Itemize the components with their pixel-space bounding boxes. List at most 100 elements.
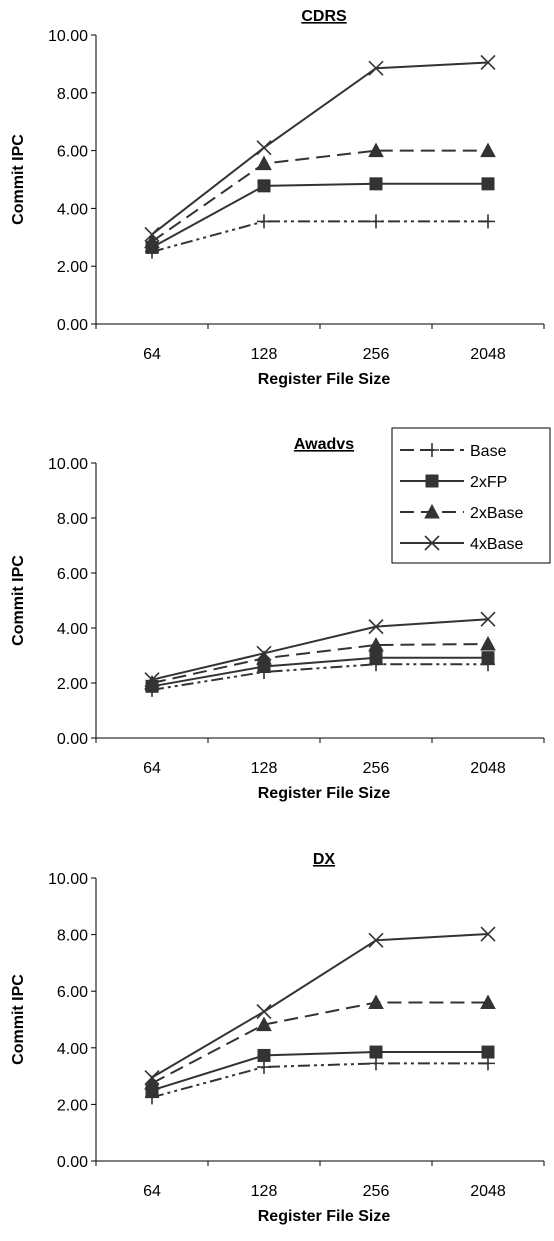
y-tick-label: 8.00 <box>57 928 88 945</box>
series-4xbase <box>144 54 496 242</box>
series-line-2xfp <box>151 656 488 688</box>
x-tick-label: 64 <box>143 760 161 777</box>
data-point-2xfp <box>481 651 495 665</box>
legend-label: 2xFP <box>470 474 507 491</box>
series-2xfp <box>145 1045 495 1097</box>
series-4xbase <box>144 926 496 1086</box>
series-base <box>145 1056 495 1105</box>
series-line-4xbase <box>151 933 489 1079</box>
legend-item-base: Base <box>400 443 507 460</box>
data-point-2xfp <box>369 651 383 665</box>
x-axis-label: Register File Size <box>258 371 391 388</box>
y-tick-label: 6.00 <box>57 144 88 161</box>
chart-panel-cdrs: CDRS 0.00 2.00 4.00 6.00 8.00 10.00 64 128 256 204… <box>10 8 545 388</box>
data-point-4xbase <box>256 1004 272 1020</box>
legend-marker <box>424 503 440 519</box>
legend-label: 4xBase <box>470 536 523 553</box>
data-point-2xbase <box>256 155 272 171</box>
series-line-2xbase <box>151 149 488 243</box>
legend-marker <box>424 535 440 551</box>
x-tick-label: 256 <box>363 346 390 363</box>
series-2xbase <box>144 635 496 690</box>
data-point-4xbase <box>480 611 496 627</box>
y-tick-label: 10.00 <box>48 871 88 888</box>
series-line-4xbase <box>151 618 489 681</box>
series-line-4xbase <box>151 61 489 236</box>
legend-label: Base <box>470 443 507 460</box>
chart-panel-awadvs: Awadvs 0.00 2.00 4.00 6.00 8.00 10.00 64 128 256 2… <box>10 427 551 802</box>
legend-marker <box>425 443 439 457</box>
x-tick-label: 2048 <box>470 1183 506 1200</box>
data-point-4xbase <box>144 672 160 688</box>
data-point-2xfp <box>257 1048 271 1062</box>
chart-title: CDRS <box>301 8 347 25</box>
data-point-base <box>257 1060 271 1075</box>
chart-title: Awadvs <box>294 436 354 453</box>
y-axis-label: Commit IPC <box>10 134 27 225</box>
y-tick-label: 10.00 <box>48 456 88 473</box>
legend-item-4xbase: 4xBase <box>400 535 523 553</box>
legend-item-2xfp: 2xFP <box>400 474 507 491</box>
x-tick-label: 64 <box>143 346 161 363</box>
data-point-4xbase <box>480 926 496 942</box>
data-point-base <box>369 214 383 229</box>
data-point-2xbase <box>256 1016 272 1032</box>
legend-marker <box>425 474 439 488</box>
data-point-4xbase <box>368 619 384 635</box>
legend-label: 2xBase <box>470 505 523 522</box>
data-point-2xbase <box>480 635 496 651</box>
chart-title: DX <box>313 851 336 868</box>
legend-box <box>391 427 551 564</box>
series-2xbase <box>144 994 496 1090</box>
y-axis-label: Commit IPC <box>10 974 27 1065</box>
data-point-2xbase <box>480 994 496 1010</box>
series-line-base <box>151 220 488 253</box>
data-point-2xfp <box>369 1045 383 1059</box>
x-tick-label: 256 <box>363 760 390 777</box>
data-point-base <box>481 1056 495 1071</box>
y-tick-label: 8.00 <box>57 86 88 103</box>
y-tick-label: 6.00 <box>57 984 88 1001</box>
y-tick-label: 0.00 <box>57 317 88 334</box>
y-tick-label: 8.00 <box>57 511 88 528</box>
legend: Base 2xFP 2xBase 4xBase <box>391 427 551 564</box>
data-point-2xbase <box>144 1075 160 1090</box>
y-tick-label: 4.00 <box>57 1041 88 1058</box>
data-point-4xbase <box>480 54 496 71</box>
data-point-4xbase <box>256 140 272 156</box>
x-tick-label: 64 <box>143 1183 161 1200</box>
data-point-2xfp <box>369 177 383 191</box>
chart-panel-dx: DX 0.00 2.00 4.00 6.00 8.00 10.00 64 128 256 2048 R… <box>10 851 545 1225</box>
y-axis-label: Commit IPC <box>10 555 27 646</box>
data-point-4xbase <box>144 1069 160 1086</box>
series-line-2xfp <box>151 182 488 249</box>
data-point-4xbase <box>256 645 272 661</box>
series-base <box>145 657 495 697</box>
data-point-2xbase <box>144 233 160 249</box>
x-tick-label: 256 <box>363 1183 390 1200</box>
x-tick-label: 2048 <box>470 760 506 777</box>
y-tick-label: 4.00 <box>57 201 88 218</box>
series-line-base <box>151 663 488 691</box>
data-point-base <box>369 1056 383 1071</box>
y-tick-label: 0.00 <box>57 1154 88 1171</box>
series-2xfp <box>145 177 495 254</box>
y-tick-label: 4.00 <box>57 621 88 638</box>
data-point-base <box>257 214 271 229</box>
series-4xbase <box>144 611 496 688</box>
x-axis-label: Register File Size <box>258 1208 391 1225</box>
data-point-2xbase <box>480 142 496 158</box>
data-point-2xfp <box>257 179 271 193</box>
x-tick-label: 128 <box>251 760 278 777</box>
x-tick-label: 128 <box>251 346 278 363</box>
data-point-2xbase <box>368 994 384 1010</box>
data-point-2xbase <box>368 636 384 652</box>
y-tick-label: 2.00 <box>57 259 88 276</box>
series-line-base <box>151 1062 488 1099</box>
y-tick-label: 2.00 <box>57 1097 88 1114</box>
data-point-4xbase <box>368 932 384 948</box>
data-point-2xfp <box>481 1045 495 1059</box>
series-base <box>145 214 495 259</box>
